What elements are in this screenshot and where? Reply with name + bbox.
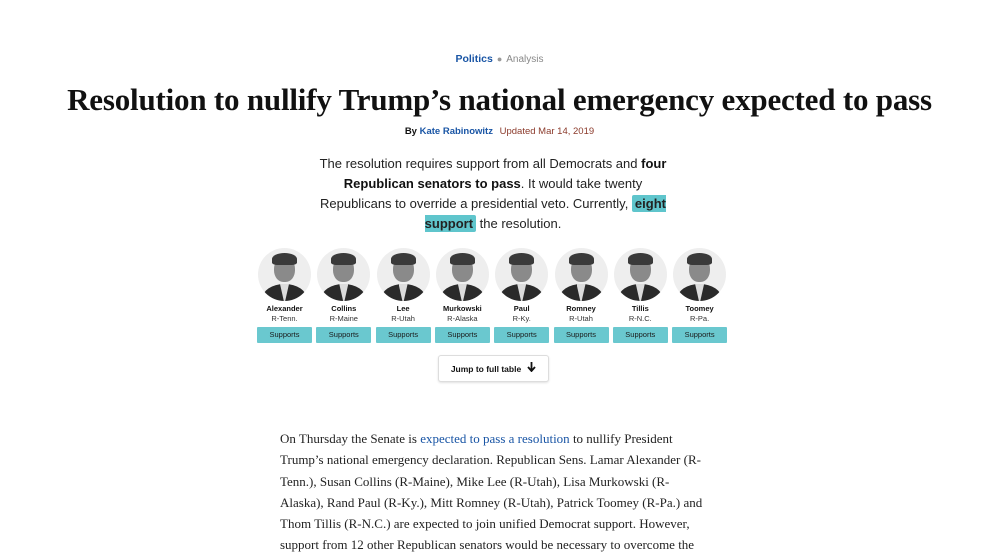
intro-bold: four Republican senators to pass bbox=[343, 156, 667, 191]
senator-card: Alexander R-Tenn. Supports bbox=[257, 248, 312, 343]
support-status-badge[interactable]: Supports bbox=[612, 327, 668, 343]
kicker: Politics ● Analysis bbox=[0, 52, 999, 67]
senator-portrait bbox=[435, 248, 489, 301]
senator-portrait bbox=[258, 248, 311, 301]
support-status-badge[interactable]: Supports bbox=[257, 327, 312, 343]
updated-timestamp: Updated Mar 14, 2019 bbox=[499, 126, 595, 137]
jump-label: Jump to full table bbox=[450, 363, 522, 374]
senator-card: Paul R-Ky. Supports bbox=[494, 248, 550, 343]
senator-name: Collins bbox=[331, 304, 357, 313]
article-paragraph: On Thursday the Senate is expected to pa… bbox=[280, 428, 710, 556]
senator-party: R-N.C. bbox=[628, 314, 652, 323]
senator-grid: Alexander R-Tenn. Supports Collins R-Maine Su… bbox=[257, 248, 733, 348]
senator-name: Tillis bbox=[631, 304, 649, 313]
senator-card: Lee R-Utah Supports bbox=[375, 248, 431, 343]
jump-to-table-button[interactable]: Jump to full table bbox=[438, 355, 549, 382]
senator-card: Collins R-Maine Supports bbox=[316, 248, 372, 343]
byline-by: By bbox=[404, 126, 417, 137]
kicker-label: Analysis bbox=[506, 54, 544, 65]
senator-name: Murkowski bbox=[443, 304, 482, 313]
headline: Resolution to nullify Trump’s national e… bbox=[67, 82, 932, 117]
senator-party: R-Tenn. bbox=[271, 314, 298, 323]
senator-card: Tillis R-N.C. Supports bbox=[612, 248, 668, 343]
article-pre-link: On Thursday the Senate is bbox=[280, 431, 421, 446]
intro-part2: . It would take twenty Republicans to ov… bbox=[320, 176, 643, 211]
senator-name: Toomey bbox=[685, 304, 714, 313]
senator-card: Romney R-Utah Supports bbox=[553, 248, 609, 343]
senator-name: Alexander bbox=[266, 304, 303, 313]
section-link[interactable]: Politics bbox=[455, 53, 493, 65]
support-status-badge[interactable]: Supports bbox=[494, 327, 550, 343]
senator-party: R-Alaska bbox=[447, 314, 478, 323]
intro-part3: the resolution. bbox=[476, 216, 562, 231]
support-status-badge[interactable]: Supports bbox=[553, 327, 609, 343]
senator-card: Murkowski R-Alaska Supports bbox=[434, 248, 490, 343]
senator-party: R-Ky. bbox=[512, 314, 531, 323]
support-status-badge[interactable]: Supports bbox=[375, 327, 431, 343]
senator-portrait bbox=[376, 248, 430, 301]
senator-portrait bbox=[317, 248, 371, 301]
senator-portrait bbox=[673, 248, 727, 301]
support-status-badge[interactable]: Supports bbox=[672, 327, 728, 343]
separator-dot: ● bbox=[496, 54, 503, 64]
senator-party: R-Utah bbox=[569, 314, 593, 323]
senator-portrait bbox=[554, 248, 608, 301]
senator-party: R-Maine bbox=[329, 314, 358, 323]
senator-name: Paul bbox=[513, 304, 530, 313]
senator-party: R-Pa. bbox=[690, 314, 710, 323]
senator-card: Toomey R-Pa. Supports bbox=[672, 248, 728, 343]
support-status-badge[interactable]: Supports bbox=[316, 327, 372, 343]
author-link[interactable]: Kate Rabinowitz bbox=[419, 126, 493, 137]
arrow-down-icon bbox=[527, 362, 536, 375]
resolution-link[interactable]: expected to pass a resolution bbox=[420, 431, 570, 446]
senator-name: Romney bbox=[566, 304, 596, 313]
senator-name: Lee bbox=[396, 304, 410, 313]
byline: By Kate Rabinowitz Updated Mar 14, 2019 bbox=[0, 125, 999, 139]
intro-part1: The resolution requires support from all… bbox=[319, 156, 642, 171]
intro-text: The resolution requires support from all… bbox=[312, 154, 674, 234]
senator-portrait bbox=[495, 248, 549, 301]
article-post-link: to nullify President Trump’s national em… bbox=[280, 431, 703, 553]
senator-party: R-Utah bbox=[391, 314, 415, 323]
senator-portrait bbox=[613, 248, 667, 301]
support-status-badge[interactable]: Supports bbox=[434, 327, 490, 343]
